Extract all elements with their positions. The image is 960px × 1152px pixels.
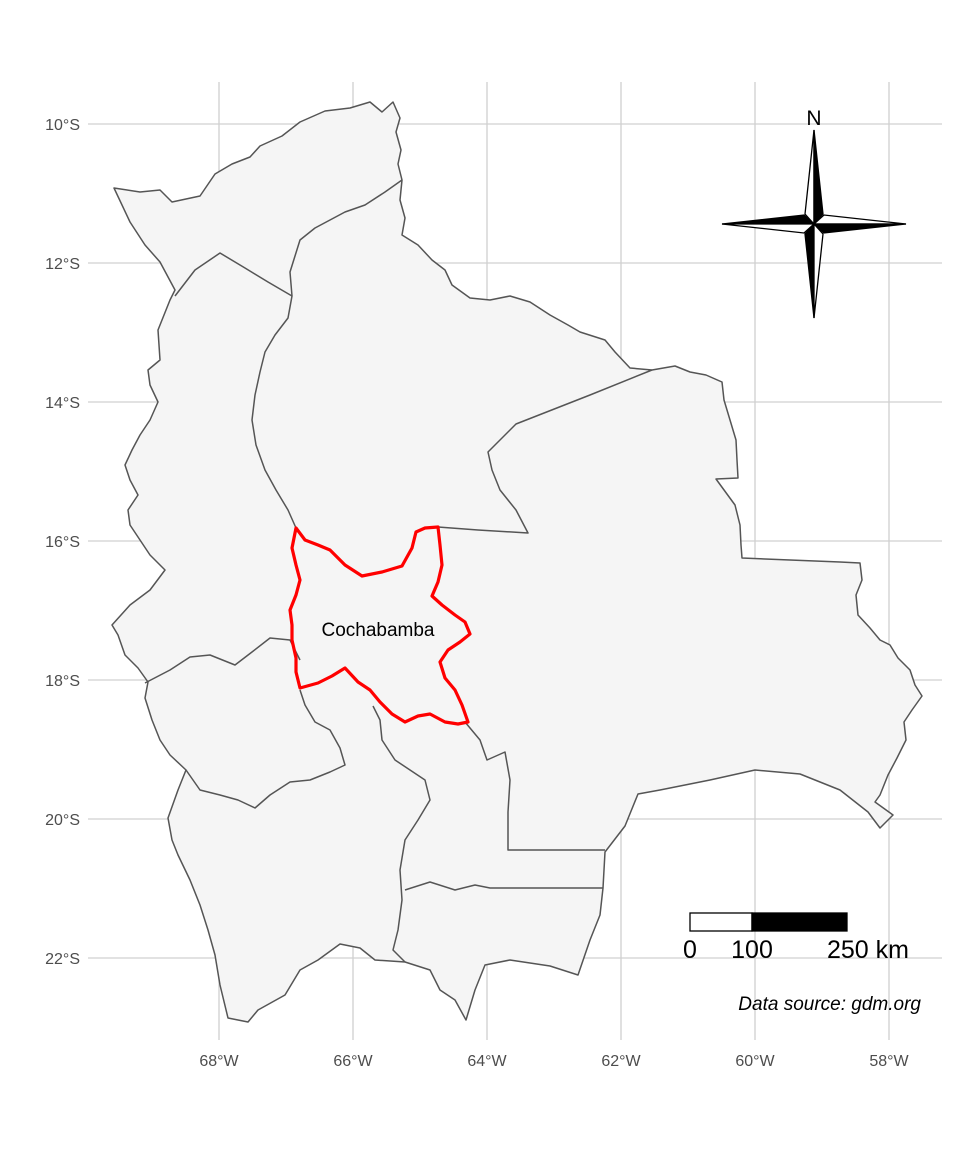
y-tick-label: 22°S — [45, 951, 80, 968]
y-tick-label: 14°S — [45, 395, 80, 412]
data-source-caption: Data source: gdm.org — [738, 994, 921, 1015]
scale-bar: 0 100 250 km — [683, 912, 909, 964]
region-label-cochabamba: Cochabamba — [321, 620, 434, 641]
x-tick-label: 68°W — [199, 1053, 239, 1070]
x-tick-label: 66°W — [333, 1053, 373, 1070]
y-axis-labels: 10°S 12°S 14°S 16°S 18°S 20°S 22°S — [45, 117, 80, 968]
scale-bar-segment-white — [689, 912, 753, 932]
y-tick-label: 12°S — [45, 256, 80, 273]
scale-label-100: 100 — [731, 936, 773, 964]
y-tick-label: 18°S — [45, 673, 80, 690]
x-tick-label: 64°W — [467, 1053, 507, 1070]
country-outline — [111, 101, 923, 1023]
north-label: N — [806, 107, 821, 130]
x-axis-labels: 68°W 66°W 64°W 62°W 60°W 58°W — [199, 1053, 909, 1070]
x-tick-label: 58°W — [869, 1053, 909, 1070]
scale-bar-segment-black — [751, 912, 848, 932]
department-borders — [144, 179, 653, 963]
scale-label-0: 0 — [683, 936, 697, 964]
x-tick-label: 62°W — [601, 1053, 641, 1070]
north-arrow: N — [721, 107, 907, 319]
y-tick-label: 10°S — [45, 117, 80, 134]
cochabamba-outline — [288, 525, 472, 726]
compass-rose-icon — [721, 129, 907, 319]
x-tick-label: 60°W — [735, 1053, 775, 1070]
y-tick-label: 20°S — [45, 812, 80, 829]
scale-label-250: 250 km — [827, 936, 909, 964]
y-tick-label: 16°S — [45, 534, 80, 551]
